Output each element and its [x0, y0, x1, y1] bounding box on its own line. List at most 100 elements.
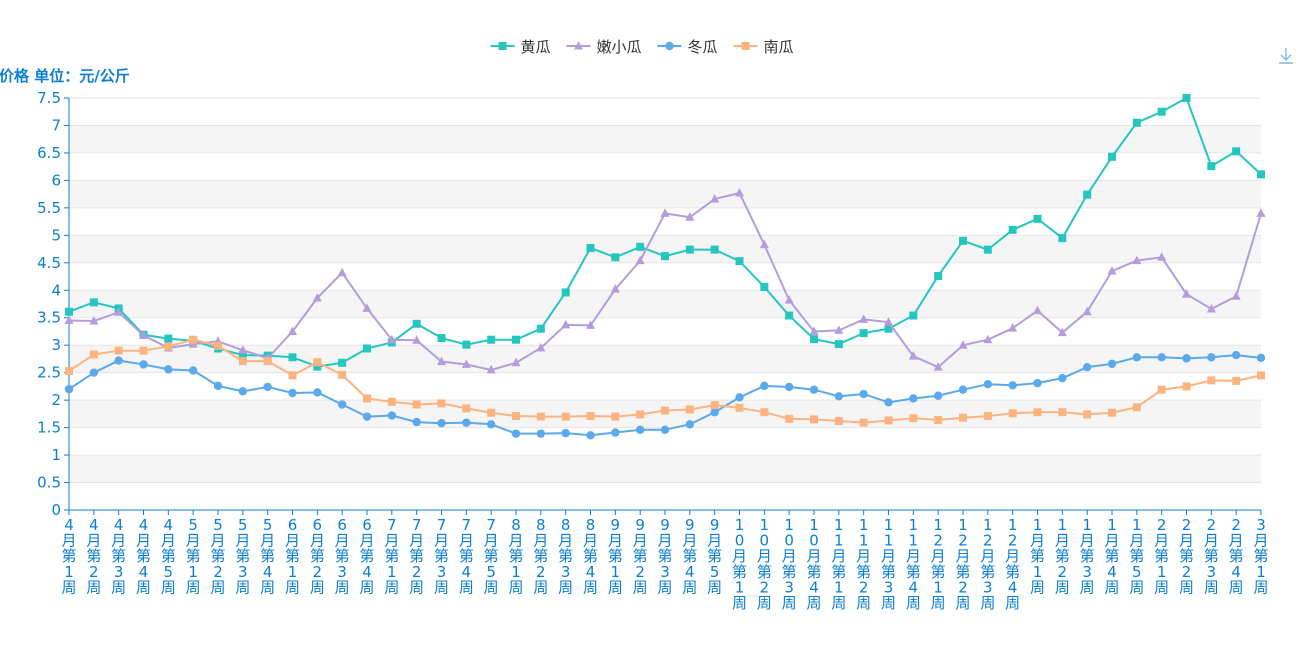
- data-point: [387, 397, 396, 406]
- y-tick-label: 1: [51, 446, 61, 464]
- data-point: [1008, 381, 1017, 390]
- y-tick-label: 2.5: [37, 364, 61, 382]
- data-point: [1132, 118, 1141, 127]
- x-tick-label: 5 月第 1 周: [186, 516, 201, 596]
- data-point: [586, 412, 595, 421]
- data-point: [561, 288, 570, 297]
- data-point: [139, 360, 148, 369]
- series-4[interactable]: [65, 335, 1265, 427]
- data-point: [164, 365, 173, 374]
- download-icon[interactable]: [1279, 48, 1293, 64]
- data-point: [139, 346, 148, 355]
- data-point: [933, 391, 943, 400]
- data-point: [462, 418, 471, 427]
- data-point: [1082, 362, 1092, 372]
- data-point: [164, 342, 173, 351]
- data-point: [313, 388, 322, 397]
- data-point: [1157, 252, 1167, 261]
- data-point: [561, 428, 570, 438]
- plot-band: [69, 455, 1261, 483]
- data-point: [1232, 147, 1241, 156]
- data-point: [810, 335, 818, 344]
- x-tick-label: 1 月第 2 周: [1055, 516, 1070, 596]
- data-point: [834, 417, 843, 426]
- data-point: [461, 359, 471, 368]
- data-point: [611, 412, 620, 421]
- data-point: [114, 307, 124, 316]
- y-tick-label: 2: [51, 391, 61, 409]
- data-point: [735, 393, 744, 402]
- x-tick-label: 8 月第 1 周: [508, 516, 523, 596]
- data-point: [1157, 107, 1166, 116]
- data-point: [685, 245, 694, 254]
- legend-item-2[interactable]: 嫩小瓜: [566, 38, 642, 56]
- legend[interactable]: 黄瓜 嫩小瓜 冬瓜 南瓜: [490, 38, 794, 56]
- data-point: [561, 412, 570, 421]
- data-point: [785, 414, 794, 423]
- legend-item-4[interactable]: 南瓜: [733, 38, 794, 56]
- x-tick-labels: 4 月第 1 周 4 月第 2 周 4 月第 3 周 4 月第 4 周 4 月第 5 周 5 月第 1 周 5 月第 2 周 5 月第 3 周…: [61, 510, 1269, 612]
- data-point: [412, 400, 421, 409]
- data-point: [89, 350, 98, 359]
- data-point: [934, 415, 943, 424]
- y-tick-label: 5: [51, 226, 61, 244]
- data-point: [1256, 353, 1266, 363]
- x-tick-label: 7 月第 2 周: [409, 516, 424, 596]
- y-tick-label: 6: [51, 171, 61, 189]
- x-tick-label: 4 月第 3 周: [111, 516, 126, 596]
- data-point: [337, 267, 347, 277]
- legend-label: 冬瓜: [688, 38, 718, 56]
- data-point: [288, 326, 297, 335]
- data-point: [437, 399, 446, 408]
- y-tick-label: 5.5: [37, 199, 61, 217]
- data-point: [810, 415, 818, 424]
- data-point: [1132, 353, 1142, 362]
- x-tick-label: 2 月第 1 周: [1154, 516, 1169, 596]
- legend-item-1[interactable]: 黄瓜: [490, 38, 551, 56]
- data-point: [536, 342, 546, 352]
- data-point: [512, 335, 520, 344]
- data-point: [65, 367, 73, 376]
- series-3[interactable]: [64, 350, 1266, 440]
- data-point: [661, 406, 669, 415]
- x-tick-label: 1 2 月第 1 周: [931, 516, 946, 612]
- data-point: [412, 319, 421, 328]
- data-point: [89, 298, 98, 307]
- plot-band: [69, 180, 1261, 208]
- data-point: [486, 364, 496, 374]
- data-point: [437, 419, 446, 428]
- x-tick-label: 9 月第 4 周: [682, 516, 697, 596]
- y-tick-label: 7.5: [37, 89, 61, 107]
- x-tick-label: 1 1 月第 3 周: [881, 516, 896, 612]
- data-point: [1182, 289, 1191, 298]
- data-point: [387, 411, 397, 420]
- data-point: [1231, 291, 1241, 300]
- legend-item-3[interactable]: 冬瓜: [657, 38, 718, 56]
- data-point: [635, 425, 645, 434]
- x-tick-label: 4 月第 5 周: [161, 516, 176, 596]
- y-tick-label: 4.5: [37, 254, 61, 272]
- y-tick-label: 1.5: [37, 419, 61, 437]
- y-tick-label: 0: [51, 501, 61, 519]
- data-point: [983, 334, 993, 344]
- data-point: [1257, 170, 1265, 179]
- data-point: [611, 253, 620, 262]
- data-point: [710, 245, 719, 254]
- data-point: [933, 362, 943, 371]
- data-point: [1107, 266, 1117, 275]
- data-point: [735, 257, 744, 266]
- data-point: [263, 382, 272, 392]
- data-point: [412, 417, 421, 427]
- data-point: [710, 401, 719, 410]
- data-point: [661, 252, 669, 261]
- x-tick-label: 9 月第 3 周: [657, 516, 672, 596]
- x-tick-label: 1 1 月第 2 周: [856, 516, 871, 612]
- x-tick-label: 1 月第 3 周: [1080, 516, 1095, 596]
- x-tick-label: 1 2 月第 4 周: [1005, 516, 1020, 612]
- x-tick-label: 7 月第 5 周: [484, 516, 499, 596]
- data-point: [164, 334, 173, 343]
- x-tick-label: 5 月第 2 周: [210, 516, 225, 596]
- data-point: [959, 236, 967, 245]
- x-tick-label: 7 月第 3 周: [434, 516, 449, 596]
- x-tick-label: 1 1 月第 4 周: [906, 516, 921, 612]
